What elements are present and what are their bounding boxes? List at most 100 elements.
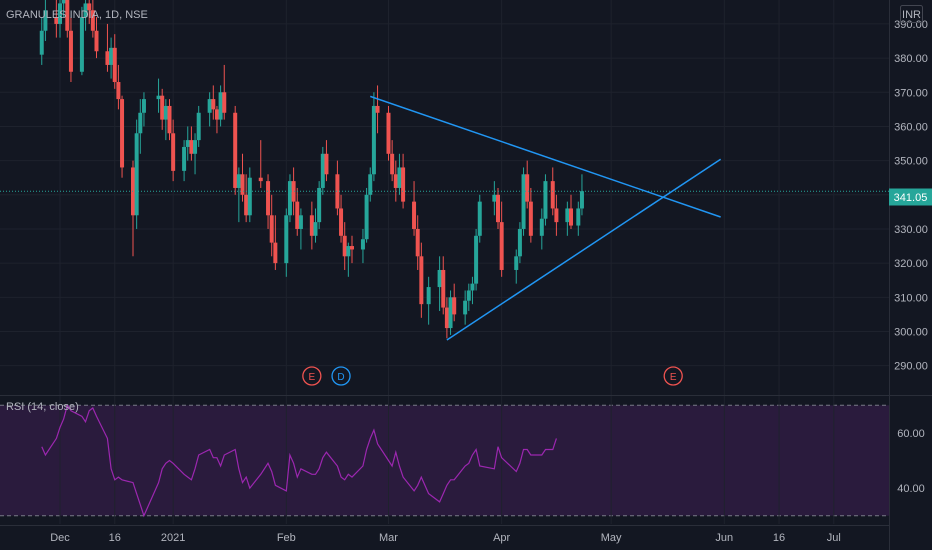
candle[interactable] <box>116 64 121 110</box>
candle[interactable] <box>193 133 198 175</box>
candle[interactable] <box>211 85 216 120</box>
candle[interactable] <box>291 167 296 216</box>
candle[interactable] <box>222 64 227 120</box>
candle[interactable] <box>521 167 526 236</box>
candle[interactable] <box>452 283 457 322</box>
candle[interactable] <box>156 78 161 113</box>
candle[interactable] <box>360 228 365 264</box>
candle[interactable] <box>54 0 59 38</box>
candle[interactable] <box>569 194 573 229</box>
trendline-lower[interactable] <box>446 158 722 341</box>
candle[interactable] <box>474 228 479 291</box>
candle[interactable] <box>317 181 322 229</box>
candle[interactable] <box>120 95 125 178</box>
candle[interactable] <box>105 23 110 72</box>
candle[interactable] <box>134 119 139 229</box>
candle[interactable] <box>565 201 570 236</box>
candle[interactable] <box>339 194 344 243</box>
trendline-upper[interactable] <box>370 95 721 218</box>
candles-layer[interactable] <box>0 0 889 339</box>
candle[interactable] <box>514 249 519 284</box>
candle[interactable] <box>65 0 70 38</box>
candle[interactable] <box>68 17 73 83</box>
candle[interactable] <box>393 160 398 202</box>
candle[interactable] <box>94 17 99 59</box>
candle[interactable] <box>58 0 62 38</box>
candle[interactable] <box>539 208 544 250</box>
candle[interactable] <box>313 208 318 243</box>
candle[interactable] <box>364 187 369 243</box>
candle[interactable] <box>284 208 289 277</box>
candle[interactable] <box>79 6 84 76</box>
candle[interactable] <box>386 105 391 161</box>
candle[interactable] <box>258 140 263 188</box>
candle[interactable] <box>324 140 329 182</box>
candle[interactable] <box>185 126 190 161</box>
candle[interactable] <box>39 17 44 65</box>
candle[interactable] <box>244 174 249 223</box>
candle[interactable] <box>218 85 223 127</box>
candle[interactable] <box>240 153 245 202</box>
candle[interactable] <box>579 174 584 216</box>
candle[interactable] <box>61 0 66 18</box>
trendline-layer[interactable] <box>370 95 722 341</box>
candle[interactable] <box>207 92 212 127</box>
candle[interactable] <box>112 34 117 89</box>
candle[interactable] <box>167 99 172 141</box>
candle[interactable] <box>189 126 194 161</box>
candle[interactable] <box>309 201 314 250</box>
candle[interactable] <box>182 140 187 182</box>
candle[interactable] <box>350 235 354 264</box>
candle[interactable] <box>247 167 252 223</box>
candle[interactable] <box>466 283 471 311</box>
candle[interactable] <box>426 276 431 325</box>
candle[interactable] <box>444 297 449 339</box>
event-marker-e[interactable]: E <box>663 366 683 386</box>
candle[interactable] <box>171 119 176 182</box>
candle[interactable] <box>415 215 420 270</box>
candle[interactable] <box>196 105 201 147</box>
candle[interactable] <box>87 0 92 24</box>
candle[interactable] <box>554 194 559 236</box>
candle[interactable] <box>499 201 504 277</box>
candle[interactable] <box>477 194 482 243</box>
candle[interactable] <box>236 167 241 223</box>
candle[interactable] <box>335 160 340 216</box>
candle[interactable] <box>295 187 300 236</box>
candle[interactable] <box>441 256 446 315</box>
candle[interactable] <box>320 146 325 195</box>
candle[interactable] <box>390 140 395 182</box>
candle[interactable] <box>419 242 424 318</box>
candle[interactable] <box>214 105 219 134</box>
candle[interactable] <box>141 92 146 127</box>
candle[interactable] <box>160 88 165 130</box>
candle[interactable] <box>470 276 475 305</box>
candle[interactable] <box>90 0 95 38</box>
candle[interactable] <box>287 174 292 223</box>
candle[interactable] <box>397 153 402 195</box>
candle[interactable] <box>342 222 347 270</box>
candle[interactable] <box>298 208 303 250</box>
candle[interactable] <box>43 0 48 42</box>
candle[interactable] <box>463 290 468 325</box>
candle[interactable] <box>109 37 114 79</box>
candle[interactable] <box>233 105 238 195</box>
candle[interactable] <box>163 99 168 141</box>
event-marker-d[interactable]: D <box>331 366 351 386</box>
candle[interactable] <box>517 222 522 264</box>
candle[interactable] <box>525 160 530 209</box>
candle[interactable] <box>528 187 533 243</box>
rsi-axis[interactable]: 40.00 60.00 <box>897 428 925 495</box>
currency-badge[interactable]: INR <box>902 9 921 21</box>
candle[interactable] <box>371 92 376 182</box>
candle[interactable] <box>368 167 373 202</box>
candle[interactable] <box>273 215 278 270</box>
candle[interactable] <box>266 174 271 229</box>
candle[interactable] <box>375 85 380 134</box>
candle[interactable] <box>576 201 581 236</box>
candle[interactable] <box>269 194 274 257</box>
candle[interactable] <box>496 187 500 229</box>
event-marker-e[interactable]: E <box>302 366 322 386</box>
